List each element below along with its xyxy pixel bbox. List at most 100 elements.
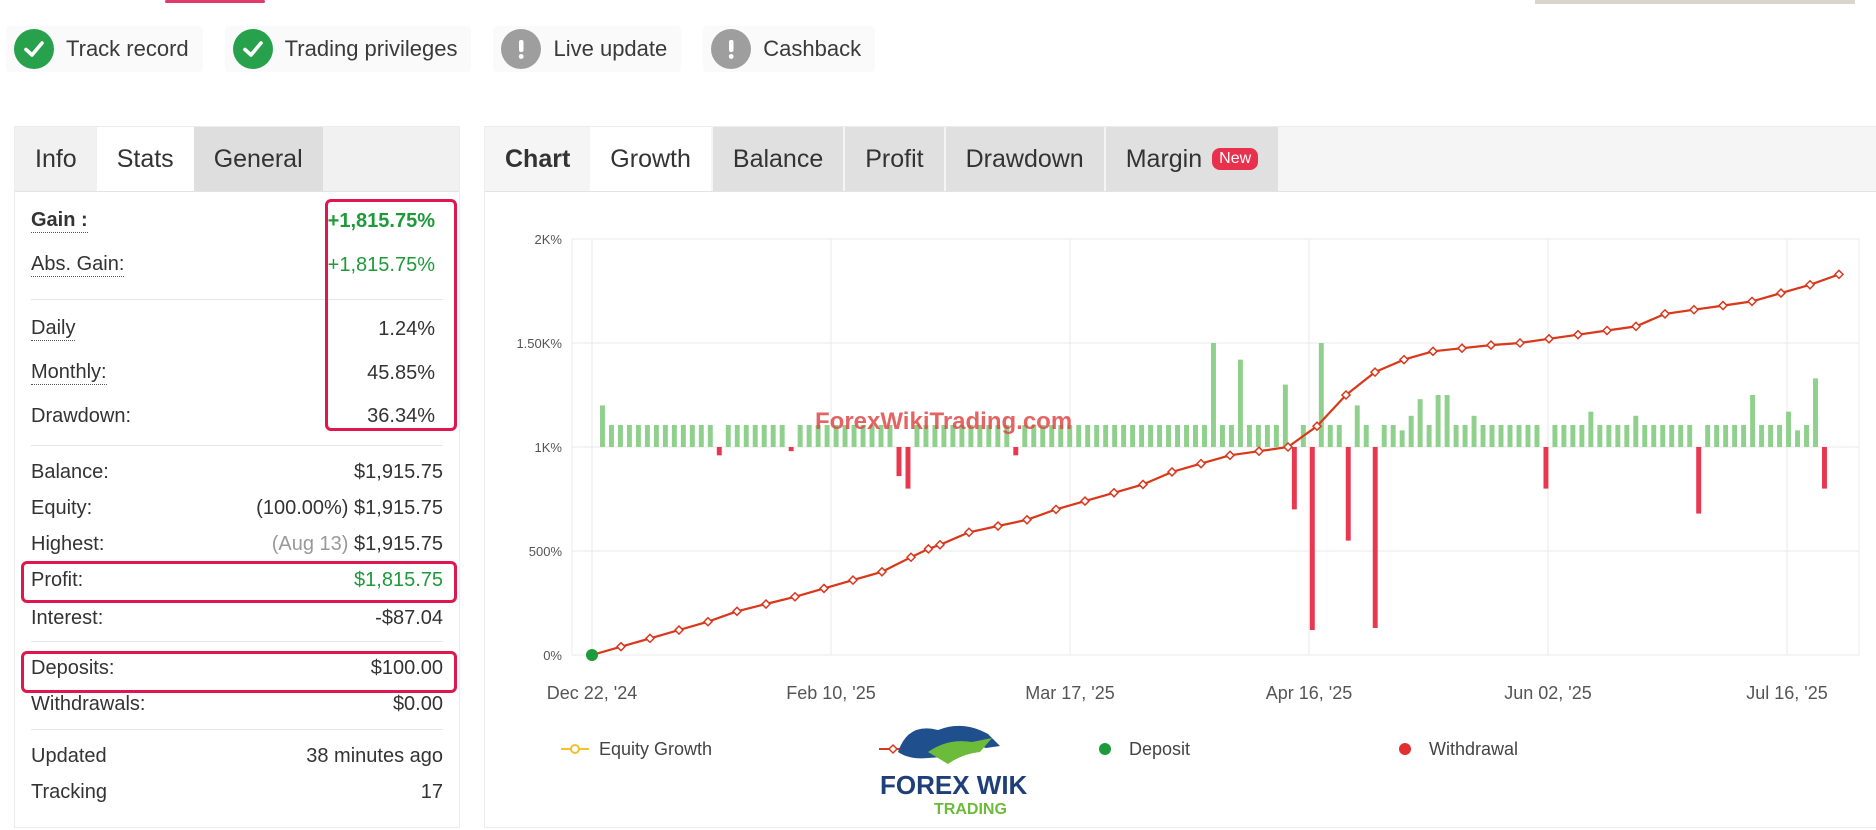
daily-bar	[1516, 425, 1522, 447]
stats-tabs: Info Stats General	[15, 127, 459, 192]
tab-drawdown[interactable]: Drawdown	[945, 127, 1104, 191]
daily-bar	[1624, 425, 1630, 447]
stat-value: 45.85%	[367, 361, 435, 384]
daily-bar	[860, 425, 866, 447]
daily-bar	[1426, 425, 1432, 447]
tab-profit[interactable]: Profit	[845, 127, 944, 191]
highest-amount: $1,915.75	[354, 533, 443, 555]
growth-point	[1253, 446, 1265, 457]
growth-point	[934, 539, 946, 550]
stats-panel: Info Stats General Gain : +1,815.75% Abs…	[14, 126, 460, 828]
verification-badges: Track record Trading privileges Live upd…	[6, 26, 876, 72]
legend-growth-marker	[887, 743, 899, 755]
stat-drawdown: Drawdown: 36.34%	[31, 405, 443, 428]
daily-bar	[1588, 411, 1594, 447]
growth-point	[1833, 269, 1845, 280]
top-image-strip	[1535, 0, 1855, 4]
badge-cashback[interactable]: Cashback	[703, 26, 876, 72]
stat-label: Gain :	[31, 209, 88, 233]
badge-track-record[interactable]: Track record	[6, 26, 203, 72]
stat-label: Deposits:	[31, 657, 115, 679]
tab-balance[interactable]: Balance	[712, 127, 844, 191]
badge-trading-privileges[interactable]: Trading privileges	[224, 26, 472, 72]
daily-bar	[1354, 405, 1360, 447]
daily-bar	[1282, 384, 1288, 447]
x-tick-label: Feb 10, '25	[786, 683, 876, 703]
growth-point	[1746, 296, 1758, 307]
daily-bar	[1408, 415, 1414, 447]
highlight-box-percentages	[325, 199, 457, 431]
growth-point	[1572, 329, 1584, 340]
growth-point	[731, 606, 743, 617]
x-tick-label: Jun 02, '25	[1504, 683, 1592, 703]
tab-margin[interactable]: Margin New	[1105, 127, 1279, 191]
stat-label: Equity:	[31, 497, 93, 519]
growth-point	[992, 520, 1004, 532]
daily-bar	[1813, 378, 1818, 447]
daily-bar	[1471, 415, 1477, 447]
growth-point	[1340, 389, 1352, 401]
stat-equity: Equity: (100.00%) $1,915.75	[31, 497, 443, 520]
daily-bar	[986, 425, 992, 447]
growth-chart[interactable]: 0% 500% 1K% 1.50K% 2K% Dec 22, '24 Feb 10, '25…	[485, 127, 1876, 827]
daily-bar	[752, 425, 758, 447]
stat-value: $100.00	[370, 657, 443, 679]
chart-panel: Chart Growth Balance Profit Drawdown Mar…	[484, 126, 1876, 828]
stat-updated: Updated 38 minutes ago	[31, 745, 443, 768]
daily-bar	[1246, 425, 1252, 447]
stat-label: Tracking	[31, 781, 107, 803]
daily-bar	[1615, 425, 1621, 447]
daily-bar	[887, 425, 893, 447]
growth-point	[1195, 458, 1207, 469]
tab-growth[interactable]: Growth	[590, 127, 711, 191]
growth-point	[1021, 514, 1033, 525]
daily-bar	[1139, 425, 1145, 447]
legend-equity-growth: Equity Growth	[599, 739, 712, 759]
bull-bear-logo-icon: FOREX WIKI TRADING	[880, 725, 1035, 818]
tab-info[interactable]: Info	[35, 144, 77, 173]
stat-label: Abs. Gain:	[31, 253, 125, 277]
daily-bar	[1570, 425, 1576, 447]
daily-bar	[1031, 425, 1037, 447]
badge-live-update[interactable]: Live update	[493, 26, 682, 72]
divider	[31, 641, 443, 642]
stat-value: +1,815.75%	[327, 253, 435, 276]
daily-bar	[1462, 425, 1468, 447]
divider	[31, 299, 443, 300]
stat-value: $1,915.75	[354, 461, 443, 483]
stat-label: Updated	[31, 745, 107, 767]
growth-point	[847, 575, 859, 586]
growth-point	[1282, 441, 1294, 453]
growth-point	[1543, 333, 1555, 344]
growth-point	[1514, 337, 1526, 349]
daily-bar	[743, 425, 749, 447]
daily-bar	[725, 425, 731, 447]
daily-bar	[1597, 425, 1603, 447]
stat-interest: Interest: -$87.04	[31, 607, 443, 630]
daily-bar	[941, 425, 947, 447]
daily-bar	[1498, 425, 1504, 447]
daily-bar	[806, 425, 812, 447]
daily-bar	[761, 425, 767, 447]
daily-bar	[1336, 425, 1342, 447]
growth-point	[876, 566, 888, 577]
logo-subtext: TRADING	[934, 801, 1007, 818]
growth-point	[644, 633, 656, 644]
daily-bar	[617, 425, 623, 447]
stat-value: +1,815.75%	[327, 209, 435, 232]
tab-general[interactable]: General	[193, 127, 323, 191]
daily-bar	[1705, 425, 1711, 447]
daily-bar	[869, 425, 875, 447]
daily-bar	[1444, 395, 1450, 447]
daily-bar	[698, 425, 704, 447]
growth-point	[1485, 340, 1497, 351]
tab-stats[interactable]: Stats	[96, 127, 194, 191]
growth-point	[673, 624, 685, 636]
x-tick-label: Mar 17, '25	[1025, 683, 1114, 703]
divider	[31, 729, 443, 730]
growth-point	[1137, 479, 1149, 490]
daily-bar	[1264, 425, 1270, 447]
daily-bar	[1534, 425, 1540, 447]
daily-bar	[1390, 425, 1396, 447]
legend-marker	[1399, 743, 1411, 755]
